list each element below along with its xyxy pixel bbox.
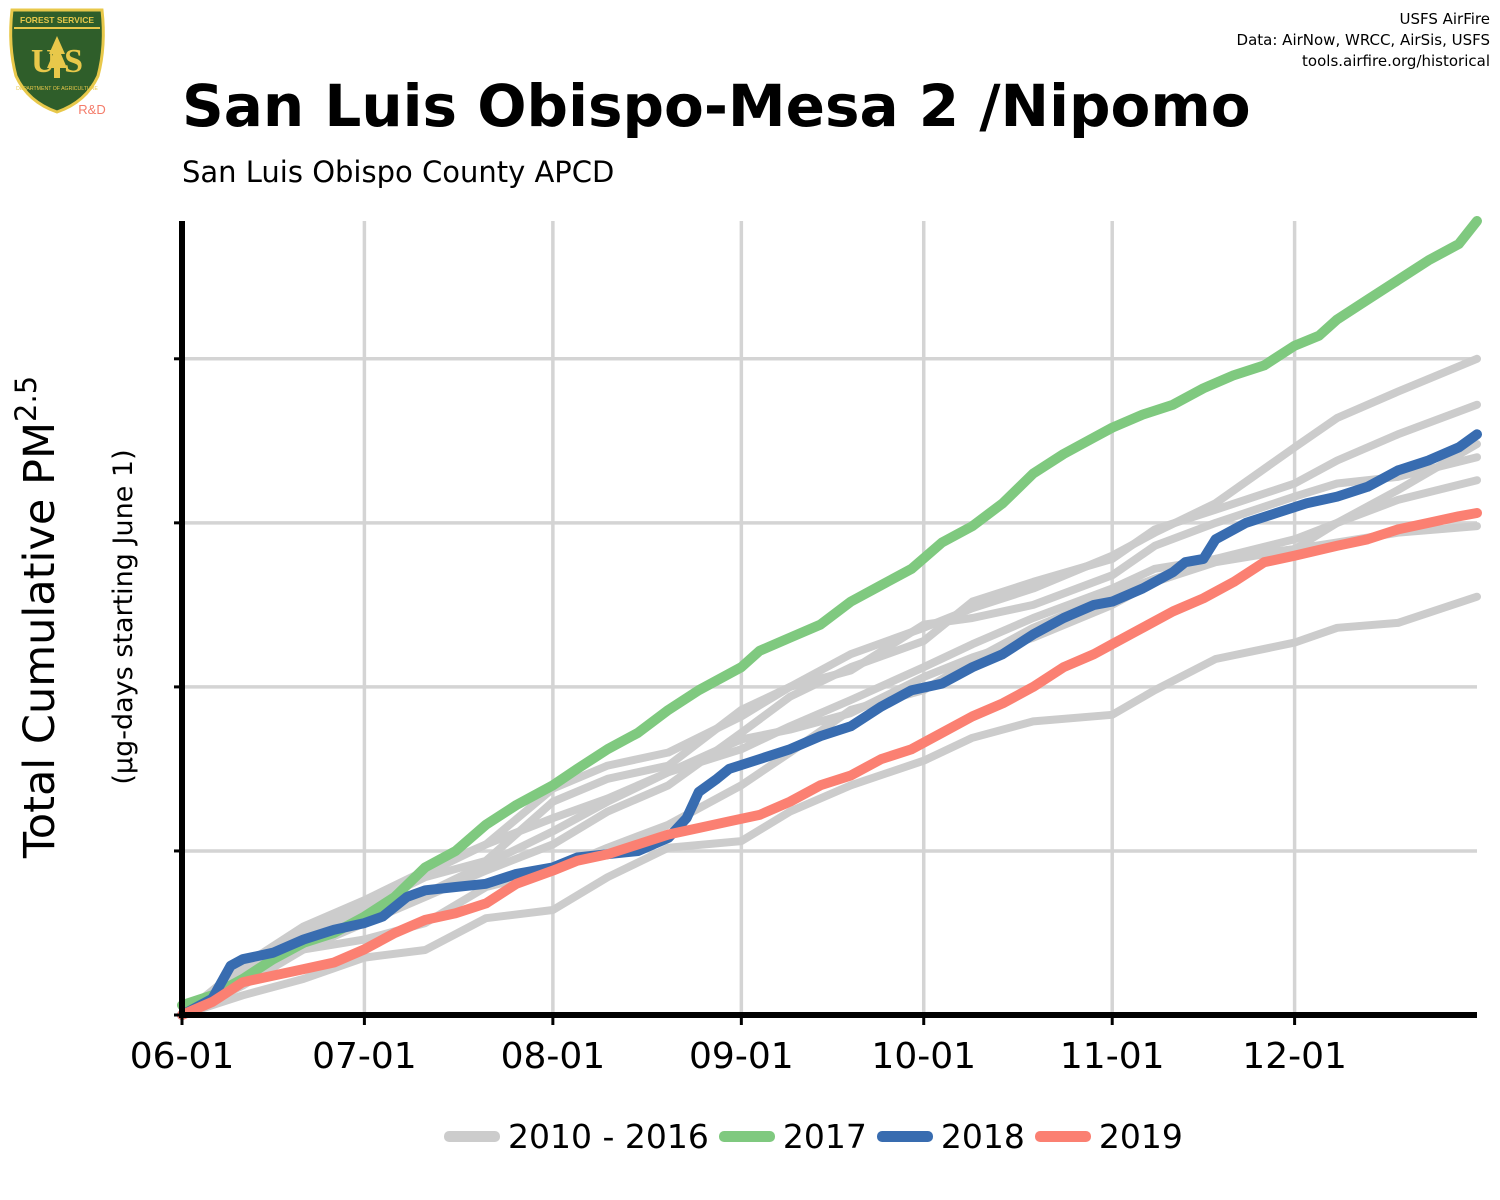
y-axis-ticks [174,357,182,1017]
series-line-2018 [177,429,1482,1020]
usfs-rd-logo: FOREST SERVICE U S DEPARTMENT OF AGRICUL… [6,6,110,118]
y-axis-secondary-label: (µg-days starting June 1) [108,449,139,784]
series-line-2010-2016 [178,592,1481,1019]
series-lines [177,216,1482,1020]
logo-top-text: FOREST SERVICE [20,15,94,25]
series-line-2019 [177,508,1482,1020]
legend-item: 2010 - 2016 [444,1117,709,1156]
credit-line: tools.airfire.org/historical [1302,52,1490,70]
x-tick-label: 08-01 [501,1036,606,1077]
x-tick-label: 10-01 [871,1036,976,1077]
legend-item: 2017 [718,1116,867,1156]
legend-item: 2019 [1034,1116,1183,1156]
legend-swatch [1034,1130,1091,1142]
legend-label: 2019 [1098,1116,1183,1156]
legend-swatch [444,1130,500,1142]
x-tick-label: 06-01 [130,1036,235,1077]
y-axis-label: Total Cumulative PM2.5 [9,376,65,859]
credit-line: Data: AirNow, WRCC, AirSis, USFS [1236,31,1490,49]
usfs-shield-icon: FOREST SERVICE U S DEPARTMENT OF AGRICUL… [9,8,106,117]
chart-subtitle: San Luis Obispo County APCD [182,155,615,189]
credit-line: USFS AirFire [1399,10,1490,28]
legend-label: 2017 [782,1116,867,1156]
x-tick-label: 11-01 [1060,1036,1165,1077]
y-axis-label-main: Total Cumulative PM [15,422,65,859]
x-tick-label: 12-01 [1242,1036,1347,1077]
logo-rd-badge: R&D [78,102,105,117]
x-axis-ticks: 06-01 07-01 08-01 09-01 10-01 11-01 12-01 [130,1015,1347,1077]
x-tick-label: 07-01 [312,1036,417,1077]
credits: USFS AirFire Data: AirNow, WRCC, AirSis,… [1237,9,1490,72]
legend-label: 2010 - 2016 [508,1116,709,1156]
axes [179,221,1477,1018]
legend-label: 2018 [940,1116,1025,1156]
y-axis-label-subscript: 2.5 [9,376,43,422]
tree-icon [47,36,67,78]
legend-swatch [718,1130,775,1142]
legend-item: 2018 [876,1116,1025,1156]
legend: 2010 - 2016 2017 2018 2019 [444,1114,1193,1158]
series-line-2010-2016 [178,440,1481,1019]
x-tick-label: 09-01 [689,1036,794,1077]
series-line-2017 [177,216,1482,1011]
legend-swatch [876,1130,933,1142]
chart-title: San Luis Obispo-Mesa 2 /Nipomo [182,72,1251,140]
logo-bottom-text: DEPARTMENT OF AGRICULTURE [16,86,98,92]
